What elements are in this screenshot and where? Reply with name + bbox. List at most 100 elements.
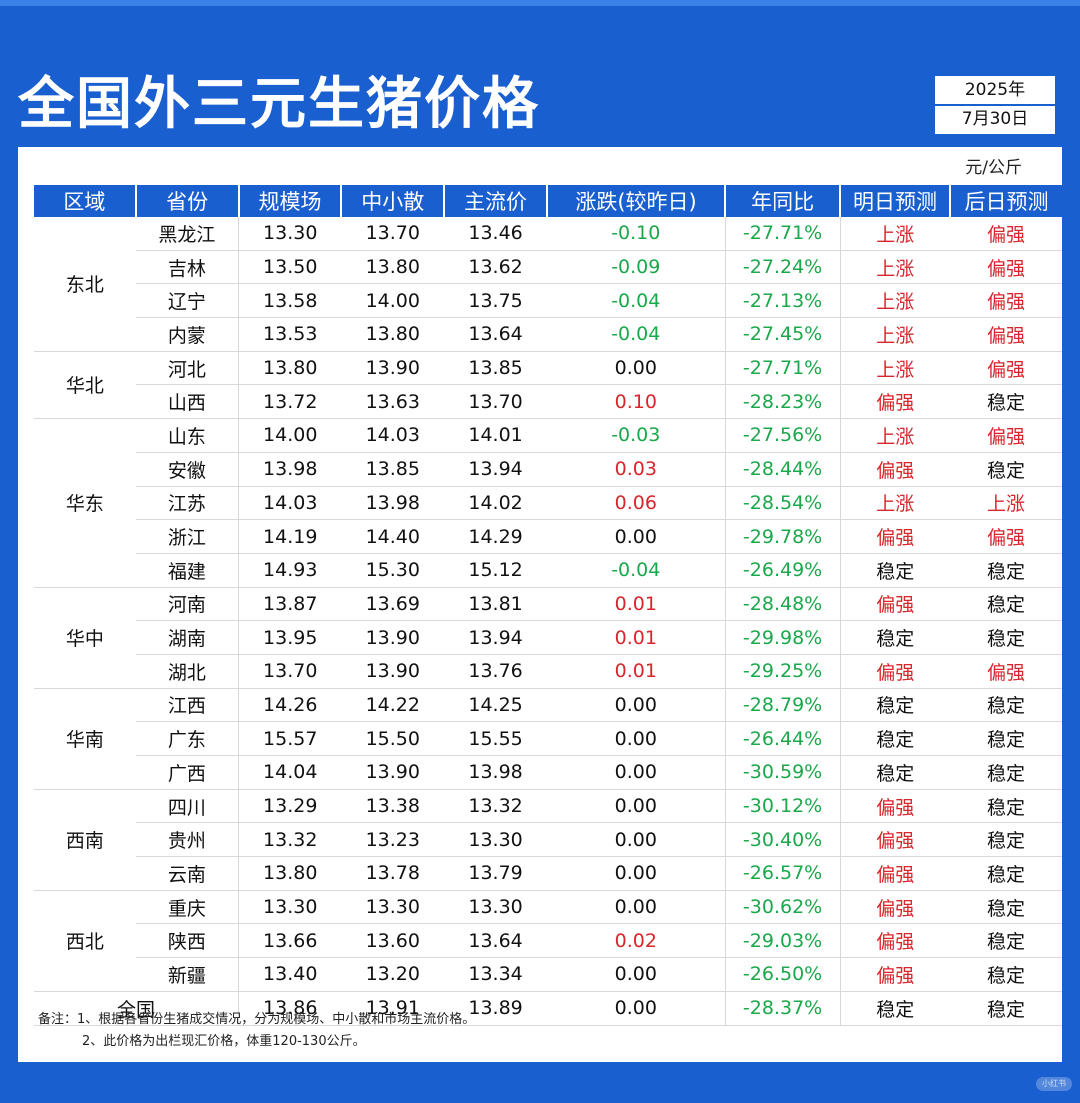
dayafter-cell: 上涨 bbox=[950, 486, 1062, 521]
large-cell: 13.53 bbox=[238, 317, 342, 352]
table-row: 贵州 13.32 13.23 13.30 0.00 -30.40% 偏强 稳定 bbox=[34, 822, 1062, 858]
yoy-cell: -26.57% bbox=[724, 856, 841, 891]
tomorrow-cell: 偏强 bbox=[839, 452, 950, 487]
tomorrow-cell: 上涨 bbox=[839, 317, 950, 352]
change-cell: 0.01 bbox=[546, 654, 726, 689]
footnotes: 备注：1、根据各省份生猪成交情况，分为规模场、中小散和市场主流价格。 2、此价格… bbox=[38, 1009, 475, 1053]
province-cell: 陕西 bbox=[135, 923, 239, 959]
dayafter-cell: 偏强 bbox=[950, 283, 1062, 319]
change-cell: 0.00 bbox=[546, 519, 726, 554]
main-cell: 13.46 bbox=[444, 217, 547, 251]
table-header-row: 区域 省份 规模场 中小散 主流价 涨跌(较昨日) 年同比 明日预测 后日预测 bbox=[34, 185, 1062, 217]
small-cell: 15.50 bbox=[341, 721, 445, 756]
yoy-cell: -27.24% bbox=[724, 250, 841, 285]
large-cell: 13.72 bbox=[238, 384, 342, 420]
tomorrow-cell: 上涨 bbox=[839, 486, 950, 521]
small-cell: 14.00 bbox=[341, 283, 445, 319]
change-cell: 0.01 bbox=[546, 587, 726, 622]
table-row: 西南 四川 13.29 13.38 13.32 0.00 -30.12% 偏强 稳定 bbox=[34, 789, 1062, 891]
large-cell: 13.80 bbox=[238, 856, 342, 891]
main-cell: 13.81 bbox=[444, 587, 547, 622]
large-cell: 13.40 bbox=[238, 957, 342, 992]
col-header-region: 区域 bbox=[34, 185, 136, 217]
tomorrow-cell: 稳定 bbox=[839, 620, 950, 655]
small-cell: 13.23 bbox=[341, 822, 445, 858]
national-tomorrow-cell: 稳定 bbox=[839, 991, 950, 1026]
price-table: 区域 省份 规模场 中小散 主流价 涨跌(较昨日) 年同比 明日预测 后日预测 … bbox=[34, 185, 1062, 1026]
dayafter-cell: 稳定 bbox=[950, 789, 1062, 824]
date-box: 2025年 7月30日 bbox=[934, 75, 1056, 135]
dayafter-cell: 稳定 bbox=[950, 755, 1062, 790]
province-cell: 浙江 bbox=[135, 519, 239, 554]
table-row: 云南 13.80 13.78 13.79 0.00 -26.57% 偏强 稳定 bbox=[34, 856, 1062, 891]
small-cell: 13.80 bbox=[341, 317, 445, 352]
tomorrow-cell: 上涨 bbox=[839, 283, 950, 319]
col-header-province: 省份 bbox=[134, 185, 239, 217]
change-cell: -0.04 bbox=[546, 317, 726, 352]
region-cell: 西南 bbox=[34, 789, 136, 891]
dayafter-cell: 偏强 bbox=[950, 317, 1062, 352]
tomorrow-cell: 偏强 bbox=[839, 384, 950, 420]
yoy-cell: -27.45% bbox=[724, 317, 841, 352]
dayafter-cell: 偏强 bbox=[950, 217, 1062, 251]
dayafter-cell: 稳定 bbox=[950, 553, 1062, 588]
tomorrow-cell: 稳定 bbox=[839, 553, 950, 588]
dayafter-cell: 稳定 bbox=[950, 856, 1062, 891]
large-cell: 13.30 bbox=[238, 890, 342, 925]
unit-label: 元/公斤 bbox=[965, 158, 1022, 178]
large-cell: 14.00 bbox=[238, 418, 342, 453]
change-cell: -0.09 bbox=[546, 250, 726, 285]
large-cell: 13.87 bbox=[238, 587, 342, 622]
top-bar bbox=[0, 0, 1080, 34]
change-cell: 0.00 bbox=[546, 856, 726, 891]
small-cell: 13.98 bbox=[341, 486, 445, 521]
tomorrow-cell: 偏强 bbox=[839, 519, 950, 554]
main-cell: 13.85 bbox=[444, 351, 547, 386]
col-header-small: 中小散 bbox=[340, 185, 445, 217]
province-cell: 河南 bbox=[135, 587, 239, 622]
small-cell: 13.20 bbox=[341, 957, 445, 992]
main-cell: 15.55 bbox=[444, 721, 547, 756]
large-cell: 13.66 bbox=[238, 923, 342, 959]
province-cell: 湖南 bbox=[135, 620, 239, 655]
small-cell: 13.69 bbox=[341, 587, 445, 622]
table-body: 东北 黑龙江 13.30 13.70 13.46 -0.10 -27.71% 上涨 偏强 吉林 13… bbox=[34, 217, 1062, 1026]
table-row: 华南 江西 14.26 14.22 14.25 0.00 -28.79% 稳定 稳定 bbox=[34, 688, 1062, 790]
province-cell: 山东 bbox=[135, 418, 239, 453]
dayafter-cell: 偏强 bbox=[950, 250, 1062, 285]
tomorrow-cell: 偏强 bbox=[839, 856, 950, 891]
yoy-cell: -30.62% bbox=[724, 890, 841, 925]
large-cell: 15.57 bbox=[238, 721, 342, 756]
main-cell: 13.64 bbox=[444, 317, 547, 352]
tomorrow-cell: 偏强 bbox=[839, 654, 950, 689]
yoy-cell: -29.78% bbox=[724, 519, 841, 554]
table-row: 内蒙 13.53 13.80 13.64 -0.04 -27.45% 上涨 偏强 bbox=[34, 317, 1062, 352]
table-row: 江苏 14.03 13.98 14.02 0.06 -28.54% 上涨 上涨 bbox=[34, 486, 1062, 521]
yoy-cell: -27.71% bbox=[724, 351, 841, 386]
region-cell: 东北 bbox=[34, 217, 136, 352]
main-cell: 13.70 bbox=[444, 384, 547, 420]
large-cell: 14.04 bbox=[238, 755, 342, 790]
date-divider bbox=[935, 104, 1055, 106]
change-cell: 0.00 bbox=[546, 957, 726, 992]
change-cell: -0.04 bbox=[546, 553, 726, 588]
national-change-cell: 0.00 bbox=[546, 991, 726, 1026]
small-cell: 14.03 bbox=[341, 418, 445, 453]
dayafter-cell: 偏强 bbox=[950, 519, 1062, 554]
footnote-1: 备注：1、根据各省份生猪成交情况，分为规模场、中小散和市场主流价格。 bbox=[38, 1012, 476, 1027]
large-cell: 14.03 bbox=[238, 486, 342, 521]
page-title: 全国外三元生猪价格 bbox=[18, 72, 540, 137]
province-cell: 广西 bbox=[135, 755, 239, 790]
table-row: 山西 13.72 13.63 13.70 0.10 -28.23% 偏强 稳定 bbox=[34, 384, 1062, 420]
province-cell: 江苏 bbox=[135, 486, 239, 521]
large-cell: 13.58 bbox=[238, 283, 342, 319]
main-cell: 14.02 bbox=[444, 486, 547, 521]
change-cell: -0.04 bbox=[546, 283, 726, 319]
table-row: 西北 重庆 13.30 13.30 13.30 0.00 -30.62% 偏强 稳定 bbox=[34, 890, 1062, 992]
small-cell: 15.30 bbox=[341, 553, 445, 588]
col-header-main: 主流价 bbox=[443, 185, 547, 217]
province-cell: 贵州 bbox=[135, 822, 239, 858]
main-cell: 13.32 bbox=[444, 789, 547, 824]
small-cell: 13.80 bbox=[341, 250, 445, 285]
change-cell: 0.00 bbox=[546, 755, 726, 790]
